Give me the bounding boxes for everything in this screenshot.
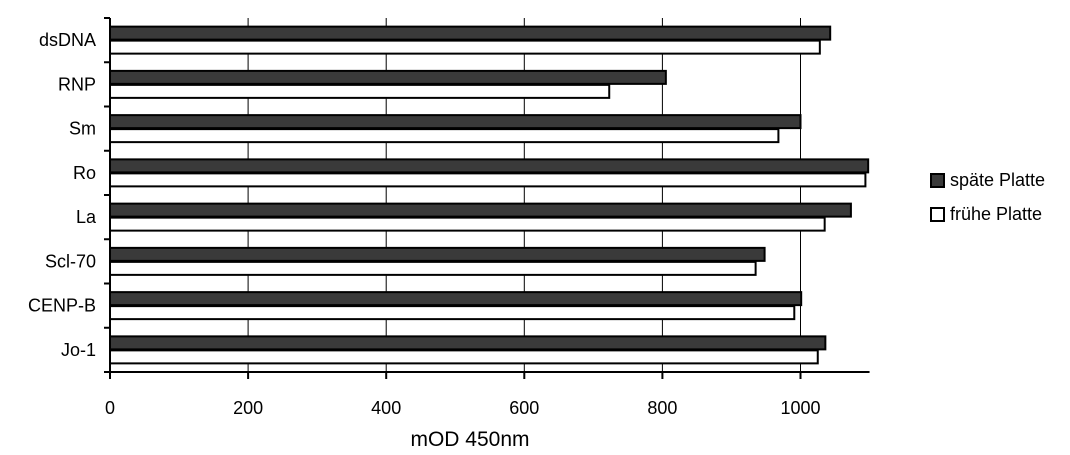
bar-fruehe-la <box>109 216 826 232</box>
x-tick-label: 400 <box>371 398 401 418</box>
legend-item-spaete-platte: späte Platte <box>930 163 1045 197</box>
legend: späte Platte frühe Platte <box>930 163 1045 231</box>
legend-swatch-light <box>930 206 945 222</box>
category-label: Sm <box>69 119 96 139</box>
bar-fruehe-ro <box>109 172 867 188</box>
bar-spaete-scl-70 <box>109 246 766 262</box>
category-labels: dsDNA RNP Sm Ro La Scl-70 CENP-B Jo-1 <box>28 30 97 360</box>
bar-fruehe-jo-1 <box>109 349 819 365</box>
bar-fruehe-cenp-b <box>109 305 796 321</box>
bar-spaete-cenp-b <box>109 291 803 307</box>
axes <box>104 17 870 379</box>
bar-fruehe-rnp <box>109 83 611 99</box>
legend-label: späte Platte <box>950 170 1046 190</box>
x-tick-labels: 0 200 400 600 800 1000 <box>105 398 821 418</box>
x-tick-label: 0 <box>105 398 115 418</box>
category-label: CENP-B <box>28 296 96 316</box>
bar-fruehe-scl-70 <box>109 260 757 276</box>
x-tick-label: 600 <box>509 398 539 418</box>
category-label: La <box>76 207 97 227</box>
legend-item-fruehe-platte: frühe Platte <box>930 197 1045 231</box>
category-label: Scl-70 <box>45 251 96 271</box>
category-label: RNP <box>58 74 96 94</box>
bar-spaete-rnp <box>109 69 667 85</box>
bar-spaete-ro <box>109 158 870 174</box>
bars <box>109 25 870 365</box>
bar-spaete-dsdna <box>109 25 832 41</box>
category-label: dsDNA <box>39 30 96 50</box>
legend-label: frühe Platte <box>950 204 1043 224</box>
category-label: Ro <box>73 163 96 183</box>
legend-swatch-dark <box>930 172 945 188</box>
category-label: Jo-1 <box>61 340 96 360</box>
x-tick-label: 1000 <box>780 398 820 418</box>
bar-spaete-la <box>109 202 852 218</box>
bar-spaete-jo-1 <box>109 335 827 351</box>
x-tick-label: 200 <box>233 398 263 418</box>
x-axis-label: mOD 450nm <box>410 428 529 451</box>
x-tick-label: 800 <box>647 398 677 418</box>
bar-fruehe-dsdna <box>109 39 821 55</box>
bar-fruehe-sm <box>109 128 780 144</box>
bar-spaete-sm <box>109 114 802 130</box>
